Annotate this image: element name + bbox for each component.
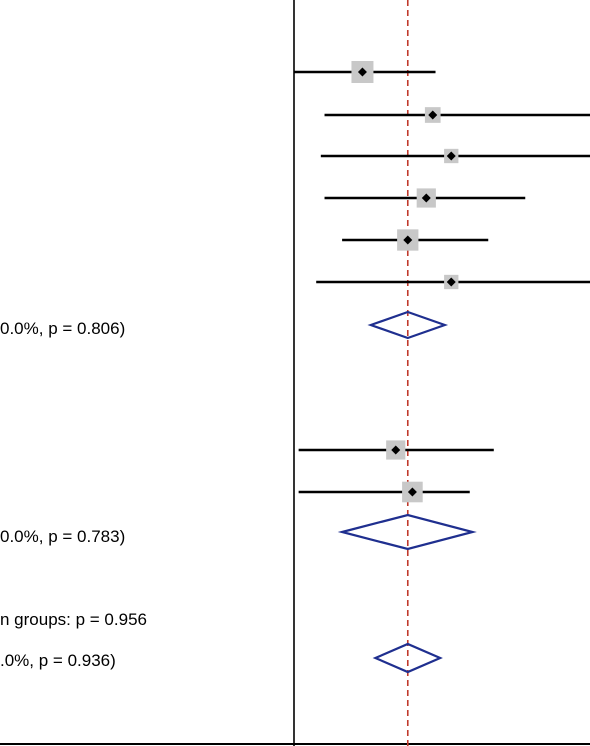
study-point-estimate xyxy=(446,151,456,161)
subgroup2-heterogeneity-label: 0.0%, p = 0.783) xyxy=(0,527,125,546)
study-point-estimate xyxy=(446,277,456,287)
study-point-estimate xyxy=(391,445,401,455)
study-point-estimate xyxy=(403,235,413,245)
pooled-diamond-overall xyxy=(372,642,443,674)
study-rows xyxy=(294,61,590,503)
study-point-estimate xyxy=(421,193,431,203)
pooled-diamond-subgroup1 xyxy=(367,310,449,340)
study-row xyxy=(320,148,590,164)
study-row xyxy=(298,481,470,503)
study-point-estimate xyxy=(357,67,367,77)
pooled-diamond-subgroup2 xyxy=(337,513,477,551)
text-labels: 0.0%, p = 0.806) 0.0%, p = 0.783) n grou… xyxy=(0,319,147,670)
study-row xyxy=(294,61,436,83)
subgroup1-heterogeneity-label: 0.0%, p = 0.806) xyxy=(0,319,125,338)
study-row xyxy=(316,274,590,290)
overall-heterogeneity-label: .0%, p = 0.936) xyxy=(0,651,116,670)
pooled-diamonds xyxy=(337,310,477,674)
study-row xyxy=(298,440,494,460)
between-groups-label: n groups: p = 0.956 xyxy=(0,610,147,629)
study-row xyxy=(342,229,489,251)
study-row xyxy=(324,188,526,208)
study-point-estimate xyxy=(407,487,417,497)
study-point-estimate xyxy=(428,110,438,120)
study-row xyxy=(324,107,590,123)
